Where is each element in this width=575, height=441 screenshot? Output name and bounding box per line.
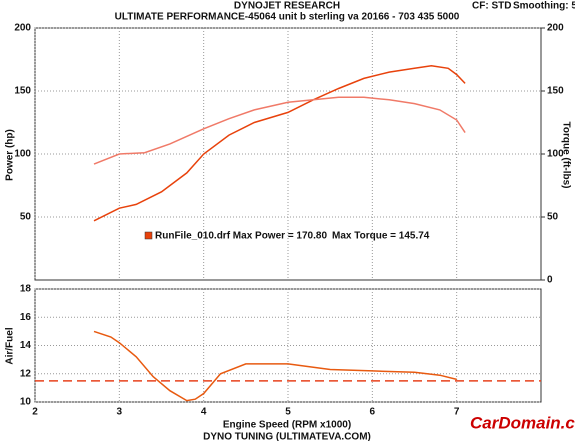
title: DYNOJET RESEARCH (234, 1, 340, 12)
y2-tick-label: 200 (547, 23, 564, 34)
credit: DYNO TUNING (ULTIMATEVA.COM) (203, 432, 371, 441)
x-tick-label: 6 (370, 407, 376, 418)
y2-tick-label: 50 (547, 212, 559, 223)
data-line (93, 330, 457, 402)
legend-power: RunFile_010.drf Max Power = 170.80 (155, 231, 327, 242)
power-axis-label: Power (hp) (5, 129, 16, 181)
watermark: CarDomain.com (470, 413, 575, 432)
smoothing-setting: Smoothing: 5 (513, 1, 575, 12)
x-tick-label: 5 (285, 407, 291, 418)
x-tick-label: 2 (32, 407, 38, 418)
x-tick-label: 7 (454, 407, 460, 418)
y-tick-label: 14 (20, 340, 32, 351)
cf-setting: CF: STD (472, 1, 511, 12)
legend-torque: Max Torque = 145.74 (332, 231, 430, 242)
y2-tick-label: 100 (547, 149, 564, 160)
data-line (93, 96, 466, 165)
legend-swatch (144, 231, 153, 240)
y-tick-label: 12 (20, 368, 32, 379)
torque-axis-label: Torque (ft-lbs) (560, 121, 571, 188)
y-tick-label: 150 (14, 86, 31, 97)
x-tick-label: 3 (117, 407, 123, 418)
y-tick-label: 16 (20, 312, 32, 323)
y-tick-label: 200 (14, 23, 31, 34)
subtitle: ULTIMATE PERFORMANCE-45064 unit b sterli… (115, 12, 460, 23)
y-tick-label: 50 (20, 212, 32, 223)
y2-tick-label: 0 (547, 275, 553, 286)
y-tick-label: 100 (14, 149, 31, 160)
afr-axis-label: Air/Fuel (5, 327, 16, 364)
y-tick-label: 10 (20, 397, 32, 408)
x-tick-label: 4 (201, 407, 207, 418)
y-tick-label: 18 (20, 284, 32, 295)
y2-tick-label: 150 (547, 86, 564, 97)
x-axis-label: Engine Speed (RPM x1000) (223, 420, 351, 431)
data-line (93, 65, 466, 222)
